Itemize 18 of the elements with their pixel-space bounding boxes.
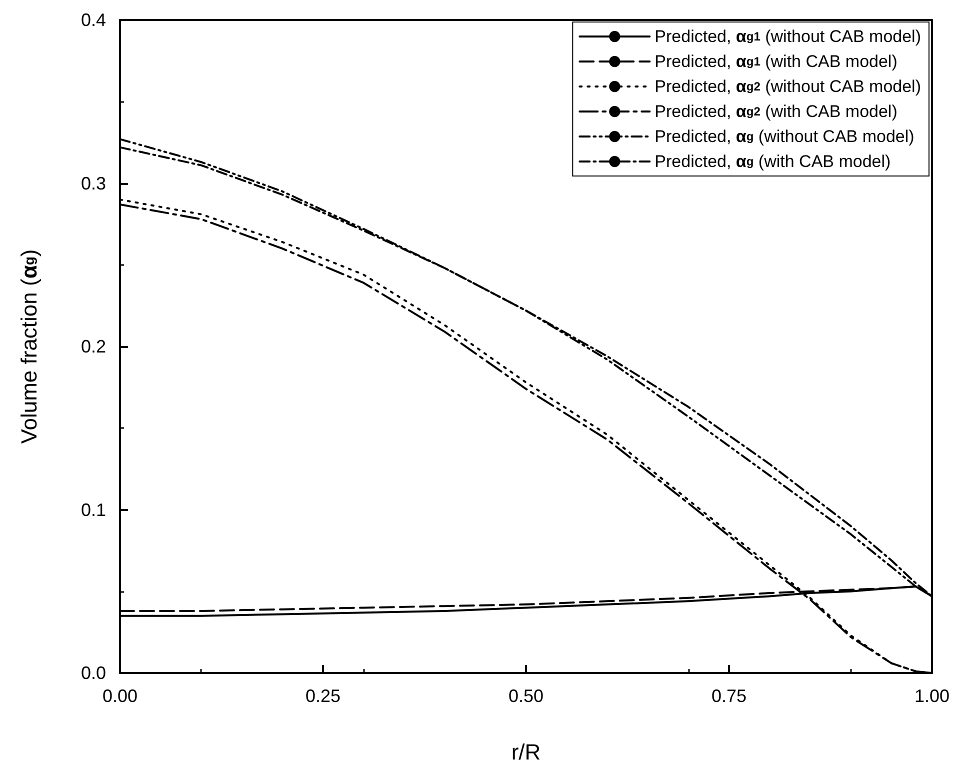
y-tick-label: 0.0 <box>80 663 106 683</box>
legend-label: Predicted, αg (with CAB model) <box>654 152 891 171</box>
y-axis-title: Volume fraction (αg) <box>16 249 42 444</box>
legend-label: Predicted, αg2 (with CAB model) <box>654 102 898 121</box>
x-tick-label: 1.00 <box>914 686 950 706</box>
legend-label: Predicted, αg1 (with CAB model) <box>654 52 898 71</box>
y-tick-label: 0.3 <box>80 173 106 194</box>
x-tick-label: 0.50 <box>508 686 544 706</box>
y-tick-label: 0.4 <box>80 10 106 30</box>
y-tick-label: 0.1 <box>80 500 106 520</box>
legend-label: Predicted, αg1 (without CAB model) <box>654 27 922 46</box>
y-tick-label: 0.2 <box>80 336 106 356</box>
x-axis-title: r/R <box>511 740 541 764</box>
x-tick-label: 0.25 <box>305 686 341 706</box>
legend-label: Predicted, αg (without CAB model) <box>654 127 914 146</box>
legend-label: Predicted, αg2 (without CAB model) <box>654 77 922 96</box>
x-tick-label: 0.75 <box>711 686 747 706</box>
x-tick-label: 0.00 <box>102 686 138 706</box>
